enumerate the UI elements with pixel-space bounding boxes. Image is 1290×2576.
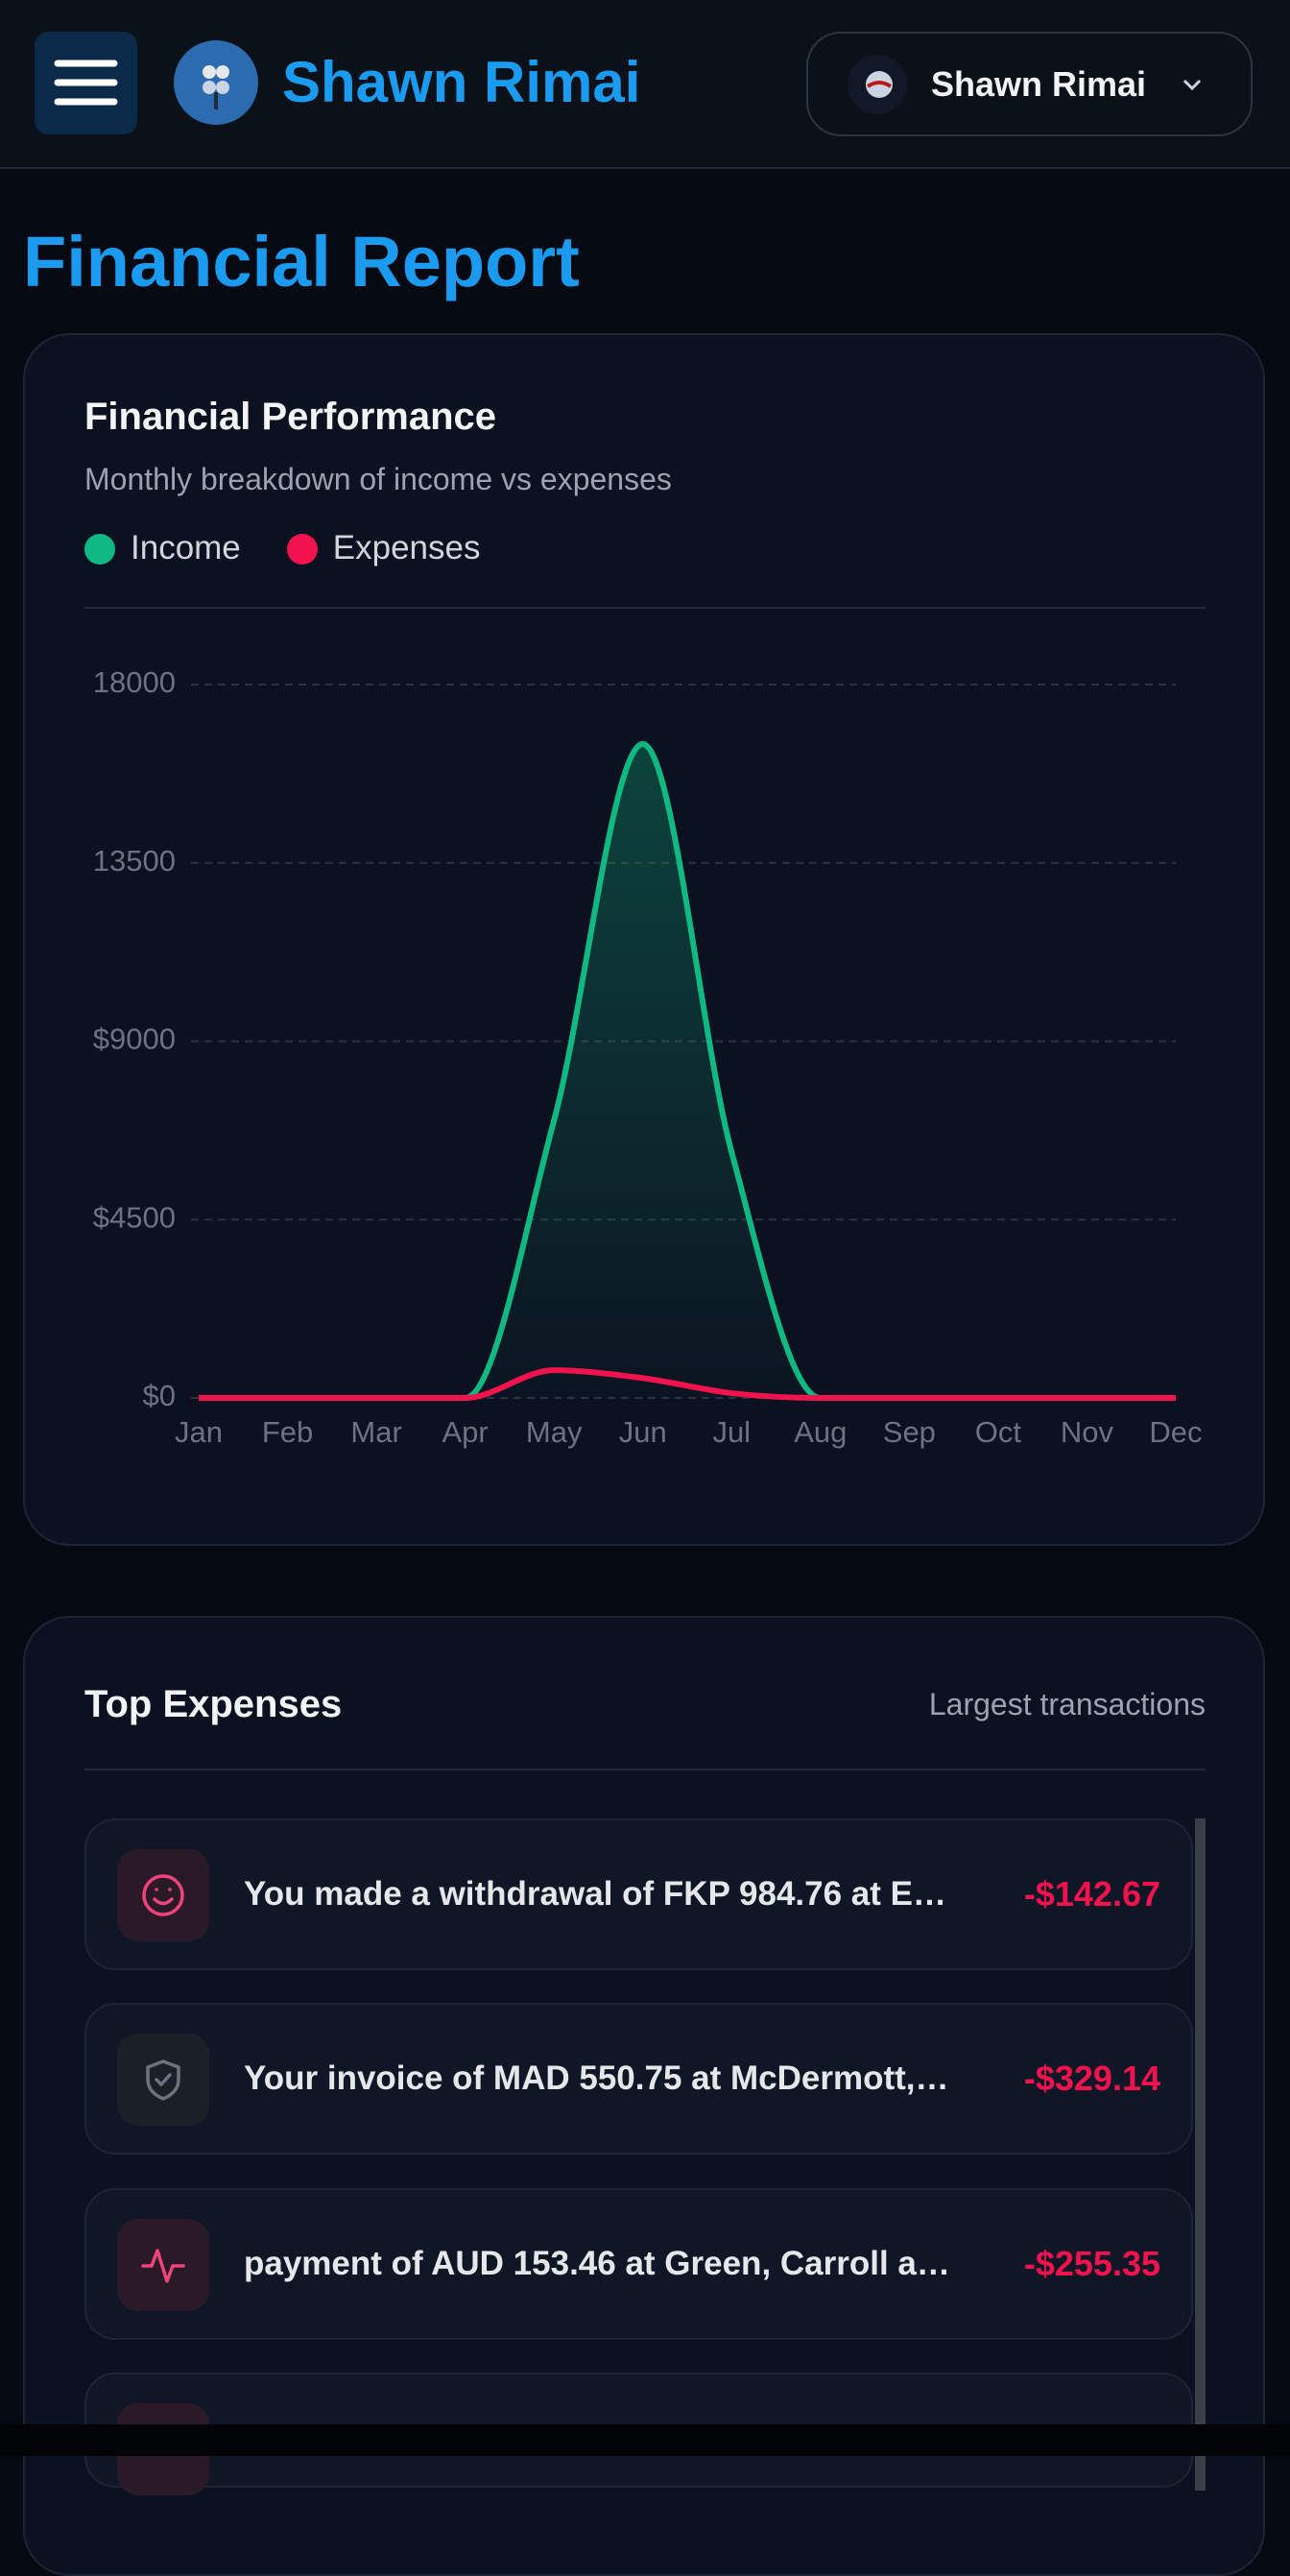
user-name: Shawn Rimai — [931, 64, 1147, 104]
x-tick-label: May — [526, 1415, 583, 1449]
x-tick-label: Aug — [794, 1415, 847, 1449]
y-tick-label: 13500 — [93, 844, 176, 878]
chevron-down — [1182, 79, 1202, 91]
expense-amount: -$329.14 — [1023, 2058, 1160, 2098]
y-tick-label: $0 — [143, 1379, 176, 1412]
expenses-title: Top Expenses — [84, 1683, 343, 1725]
menu-button[interactable] — [35, 32, 137, 134]
shield-icon — [146, 2059, 180, 2101]
scrollbar[interactable] — [1195, 1818, 1206, 2491]
brand-name[interactable]: Shawn Rimai — [282, 50, 641, 114]
expense-description: You made a withdrawal of FKP 984.76 at E… — [244, 1875, 946, 1913]
x-tick-label: Jul — [712, 1415, 751, 1449]
x-tick-label: Oct — [975, 1415, 1022, 1449]
bottom-bar — [0, 2424, 1290, 2456]
x-tick-label: Nov — [1061, 1415, 1114, 1449]
activity-icon — [141, 2249, 185, 2283]
expense-icon — [117, 1849, 209, 1941]
expense-item[interactable]: payment of AUD 153.46 at Green, Carroll … — [84, 2188, 1193, 2340]
expense-item[interactable]: Your invoice of MAD 550.75 at McDermott,… — [84, 2003, 1193, 2155]
legend-dot[interactable] — [286, 534, 318, 565]
expense-amount: -$142.67 — [1023, 1874, 1160, 1914]
brand-logo[interactable] — [173, 39, 259, 126]
chart-subtitle: Monthly breakdown of income vs expenses — [84, 462, 672, 496]
x-tick-label: Mar — [350, 1415, 401, 1449]
x-tick-label: Sep — [883, 1415, 936, 1449]
x-tick-label: Jan — [175, 1415, 223, 1449]
x-tick-label: Apr — [442, 1415, 489, 1449]
legend-label[interactable]: Income — [131, 529, 241, 566]
x-tick-label: Feb — [262, 1415, 313, 1449]
user-avatar — [848, 55, 907, 114]
expense-item[interactable]: You made a withdrawal of FKP 984.76 at E… — [84, 1818, 1193, 1970]
expenses-divider — [84, 1769, 1206, 1770]
legend-dot[interactable] — [84, 534, 115, 565]
y-tick-label: 18000 — [93, 665, 176, 699]
y-tick-label: $4500 — [93, 1200, 176, 1234]
expense-amount: -$255.35 — [1023, 2244, 1160, 2283]
area — [199, 743, 1176, 1398]
expenses-subtitle: Largest transactions — [928, 1687, 1206, 1721]
user-menu[interactable]: Shawn Rimai — [806, 32, 1253, 136]
expense-description: Your invoice of MAD 550.75 at McDermott,… — [244, 2059, 949, 2097]
smile-icon — [142, 1874, 184, 1916]
chart-title: Financial Performance — [84, 396, 497, 438]
chart-divider — [84, 607, 1206, 609]
expense-icon — [117, 2034, 209, 2126]
page-title: Financial Report — [23, 222, 580, 301]
x-tick-label: Jun — [619, 1415, 667, 1449]
y-tick-label: $9000 — [93, 1023, 176, 1056]
legend-label[interactable]: Expenses — [332, 529, 481, 566]
menu-icon — [54, 60, 118, 106]
line — [199, 1367, 1177, 1402]
header: Shawn Rimai Shawn Rimai — [0, 0, 1290, 169]
expense-icon — [117, 2219, 209, 2311]
expense-description: payment of AUD 153.46 at Green, Carroll … — [244, 2245, 950, 2282]
x-tick-label: Dec — [1149, 1415, 1202, 1449]
chart: $0 $4500 $9000 13500 18000 Jan Feb Mar Apr May Jun… — [93, 665, 1203, 1449]
